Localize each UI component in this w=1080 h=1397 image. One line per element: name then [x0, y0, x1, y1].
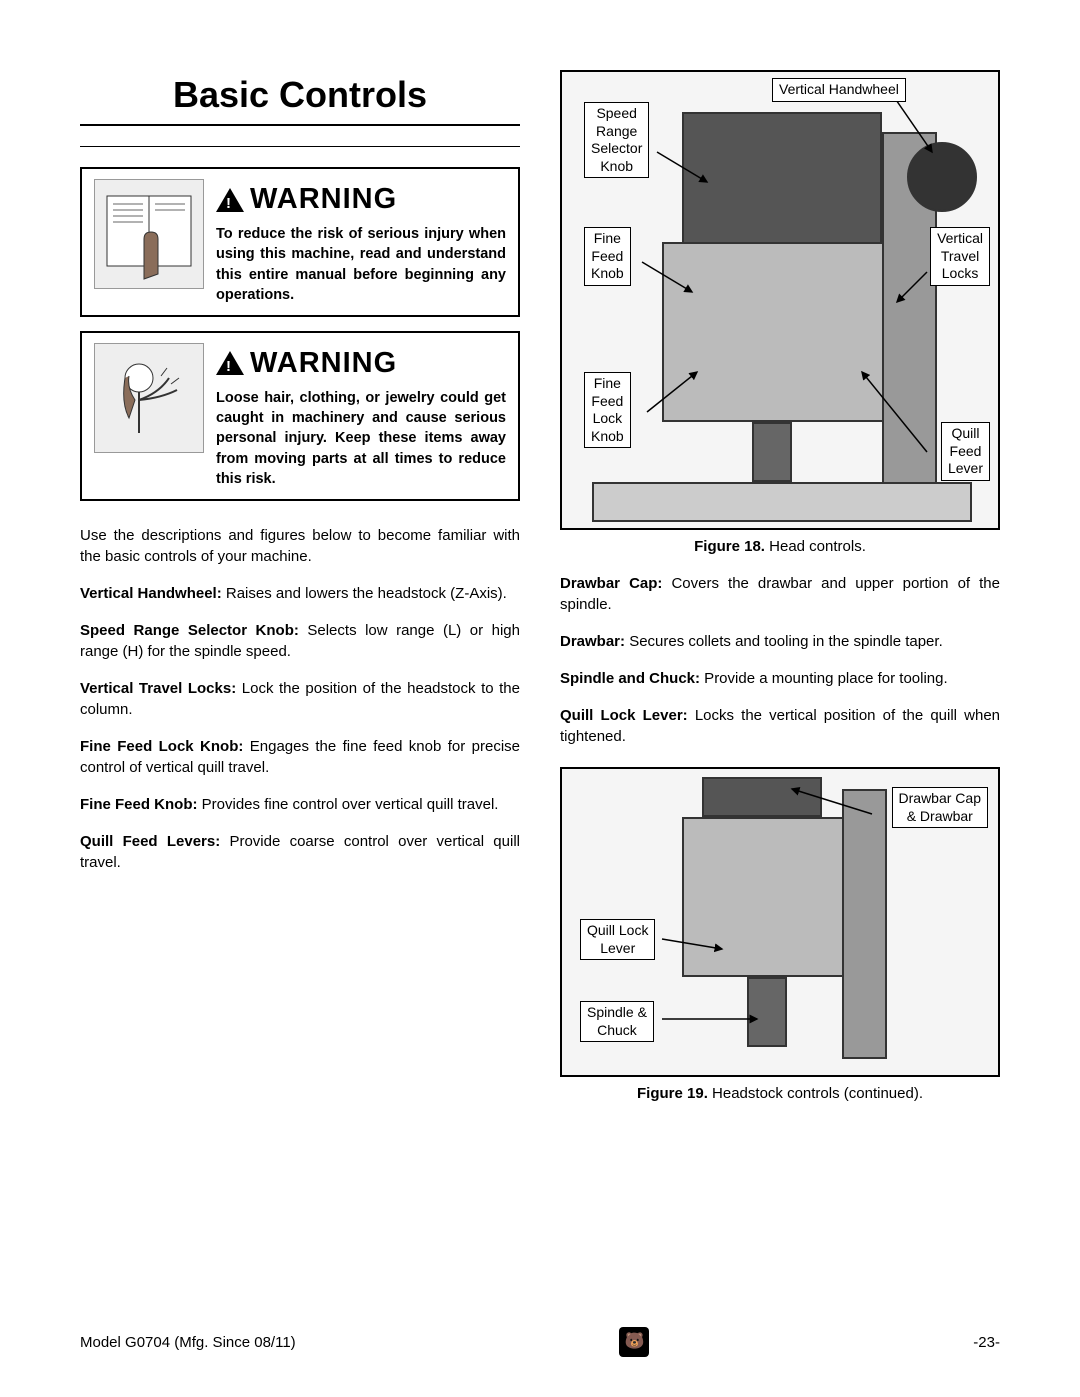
def-vertical-handwheel: Vertical Handwheel: Raises and lowers th… [80, 583, 520, 604]
callout-quill-feed-lever: Quill Feed Lever [941, 422, 990, 481]
warning-text: To reduce the risk of serious injury whe… [216, 224, 506, 305]
warning-text: Loose hair, clothing, or jewelry could g… [216, 388, 506, 489]
figure-18-box: Speed Range Selector Knob Vertical Handw… [560, 70, 1000, 530]
def-quill-feed-levers: Quill Feed Levers: Provide coarse contro… [80, 831, 520, 873]
callout-fine-feed-knob: Fine Feed Knob [584, 227, 631, 286]
term: Speed Range Selector Knob: [80, 622, 299, 639]
right-column: Speed Range Selector Knob Vertical Handw… [560, 70, 1000, 1104]
callout-fine-feed-lock-knob: Fine Feed Lock Knob [584, 372, 631, 448]
term: Fine Feed Lock Knob: [80, 738, 243, 755]
term: Fine Feed Knob: [80, 796, 198, 813]
figure-19-caption: Figure 19. Headstock controls (continued… [560, 1083, 1000, 1104]
callout-spindle-chuck: Spindle & Chuck [580, 1001, 654, 1042]
def-vertical-travel-locks: Vertical Travel Locks: Lock the position… [80, 678, 520, 720]
callout-drawbar-cap: Drawbar Cap & Drawbar [892, 787, 988, 828]
caption-label: Figure 19. [637, 1085, 708, 1102]
desc: Provide a mounting place for tooling. [700, 670, 948, 687]
page-title: Basic Controls [80, 70, 520, 120]
warning-heading-text: WARNING [250, 179, 397, 220]
title-rule-thick [80, 124, 520, 126]
callout-vertical-handwheel: Vertical Handwheel [772, 78, 906, 102]
footer-model: Model G0704 (Mfg. Since 08/11) [80, 1332, 296, 1353]
def-spindle-chuck: Spindle and Chuck: Provide a mounting pl… [560, 668, 1000, 689]
figure-18-caption: Figure 18. Head controls. [560, 536, 1000, 557]
left-column: Basic Controls WARNING To r [80, 70, 520, 1104]
term: Drawbar Cap: [560, 575, 662, 592]
intro-paragraph: Use the descriptions and figures below t… [80, 525, 520, 567]
term: Drawbar: [560, 633, 625, 650]
def-quill-lock-lever: Quill Lock Lever: Locks the vertical pos… [560, 705, 1000, 747]
caption-text: Headstock controls (continued). [708, 1085, 923, 1102]
title-rule-thin [80, 146, 520, 147]
desc: Raises and lowers the headstock (Z-Axis)… [222, 585, 507, 602]
term: Quill Lock Lever: [560, 707, 688, 724]
manual-icon [94, 179, 204, 289]
def-fine-feed-lock-knob: Fine Feed Lock Knob: Engages the fine fe… [80, 736, 520, 778]
def-drawbar: Drawbar: Secures collets and tooling in … [560, 631, 1000, 652]
def-fine-feed-knob: Fine Feed Knob: Provides fine control ov… [80, 794, 520, 815]
footer-logo-icon: 🐻 [619, 1327, 649, 1357]
warning-body: WARNING Loose hair, clothing, or jewelry… [216, 343, 506, 489]
warning-heading-text: WARNING [250, 343, 397, 384]
callout-speed-range: Speed Range Selector Knob [584, 102, 649, 178]
def-drawbar-cap: Drawbar Cap: Covers the drawbar and uppe… [560, 573, 1000, 615]
page-footer: Model G0704 (Mfg. Since 08/11) 🐻 -23- [80, 1327, 1000, 1357]
figure-19-box: Drawbar Cap & Drawbar Quill Lock Lever S… [560, 767, 1000, 1077]
callout-vertical-travel-locks: Vertical Travel Locks [930, 227, 990, 286]
desc: Secures collets and tooling in the spind… [625, 633, 943, 650]
term: Vertical Travel Locks: [80, 680, 236, 697]
warning-box-manual: WARNING To reduce the risk of serious in… [80, 167, 520, 317]
warning-heading: WARNING [216, 179, 506, 220]
term: Spindle and Chuck: [560, 670, 700, 687]
page: Basic Controls WARNING To r [0, 0, 1080, 1154]
caption-text: Head controls. [765, 538, 866, 555]
term: Quill Feed Levers: [80, 833, 220, 850]
callout-quill-lock-lever: Quill Lock Lever [580, 919, 655, 960]
desc: Provides fine control over vertical quil… [198, 796, 499, 813]
warning-triangle-icon [216, 188, 244, 212]
warning-box-hair: WARNING Loose hair, clothing, or jewelry… [80, 331, 520, 501]
warning-body: WARNING To reduce the risk of serious in… [216, 179, 506, 305]
warning-triangle-icon [216, 351, 244, 375]
term: Vertical Handwheel: [80, 585, 222, 602]
warning-heading: WARNING [216, 343, 506, 384]
caption-label: Figure 18. [694, 538, 765, 555]
hair-icon [94, 343, 204, 453]
footer-page-number: -23- [973, 1332, 1000, 1353]
def-speed-range: Speed Range Selector Knob: Selects low r… [80, 620, 520, 662]
